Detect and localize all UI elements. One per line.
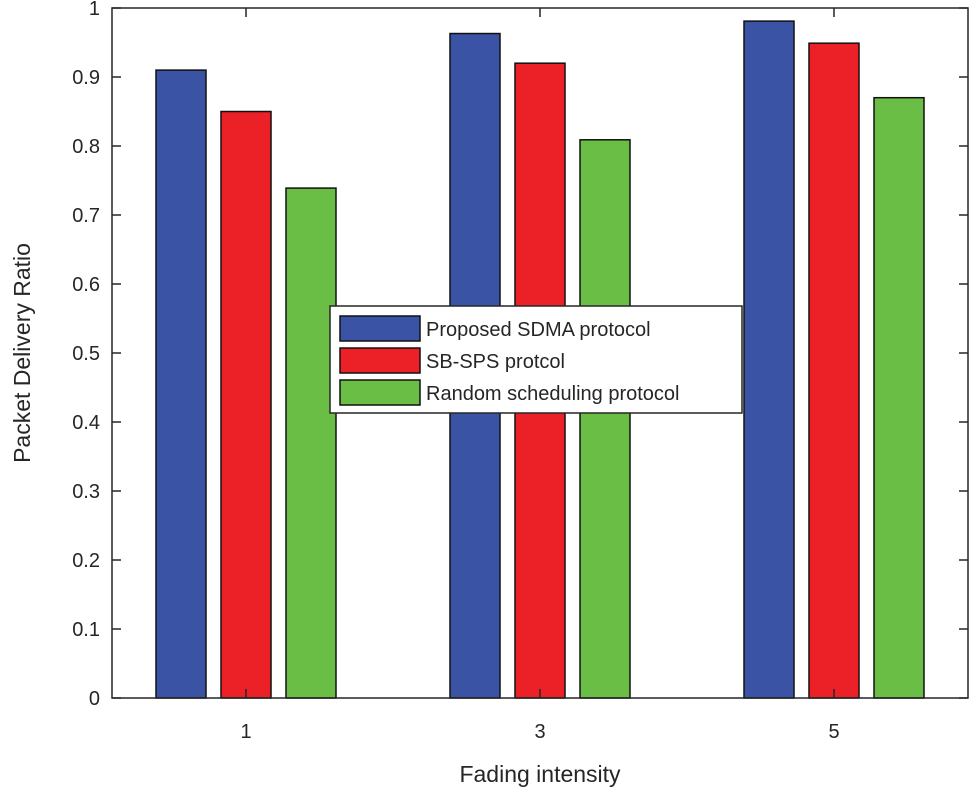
x-axis-title: Fading intensity	[459, 761, 621, 787]
legend-label: SB-SPS protcol	[426, 351, 565, 373]
y-tick-label: 0	[89, 688, 100, 710]
x-tick-label: 1	[240, 721, 251, 743]
y-tick-label: 0.2	[72, 550, 100, 572]
y-tick-label: 0.1	[72, 619, 100, 641]
bar-random-scheduling-protocol-1	[285, 187, 337, 699]
y-tick-label: 0.6	[72, 274, 100, 296]
y-tick-label: 0.4	[72, 412, 100, 434]
bar-sb-sps-protcol-5	[808, 42, 860, 699]
y-axis-title: Packet Delivery Ratio	[9, 243, 35, 463]
x-tick-label: 5	[828, 721, 839, 743]
bar-random-scheduling-protocol-3	[579, 139, 631, 699]
legend: Proposed SDMA protocol SB-SPS protcol Rand…	[329, 305, 743, 414]
bar-random-scheduling-protocol-5	[873, 96, 925, 699]
y-tick-label: 0.5	[72, 343, 100, 365]
y-axis: 0 0.1 0.2 0.3 0.4 0.5 0.6 0.7 0.8 0.9 1	[72, 0, 968, 710]
legend-label: Random scheduling protocol	[426, 383, 680, 405]
y-tick-label: 0.9	[72, 67, 100, 89]
y-tick-label: 0.8	[72, 136, 100, 158]
bar-sb-sps-protcol-1	[220, 110, 272, 699]
x-tick-label: 3	[534, 721, 545, 743]
bars-group	[155, 20, 925, 699]
bar-proposed-sdma-protocol-5	[743, 20, 795, 699]
legend-swatch	[339, 315, 421, 342]
x-axis: 1 3 5	[240, 8, 840, 743]
legend-swatch	[339, 347, 421, 374]
bar-proposed-sdma-protocol-1	[155, 69, 207, 699]
legend-label: Proposed SDMA protocol	[426, 319, 651, 341]
legend-swatch	[339, 379, 421, 406]
y-tick-label: 0.3	[72, 481, 100, 503]
y-tick-label: 1	[89, 0, 100, 20]
y-tick-label: 0.7	[72, 205, 100, 227]
